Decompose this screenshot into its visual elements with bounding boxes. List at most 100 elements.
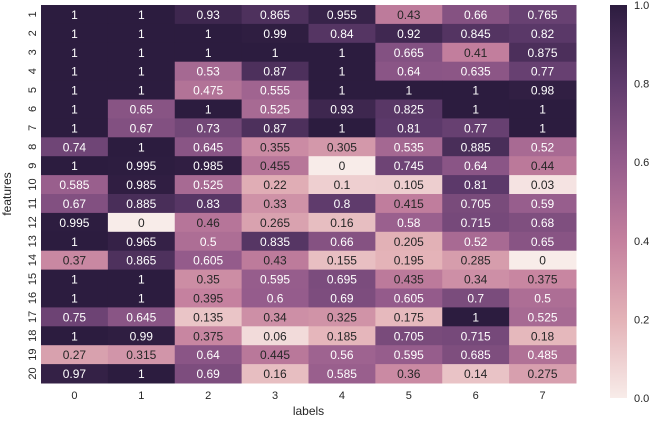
cell-value-label: 0.305 xyxy=(327,140,357,154)
y-tick-label: 20 xyxy=(27,367,39,379)
cell-value-label: 0.36 xyxy=(397,367,421,381)
cell-value-label: 0.355 xyxy=(260,140,290,154)
heatmap-cell xyxy=(41,364,109,384)
heatmap-cell xyxy=(375,175,443,195)
heatmap-cell xyxy=(41,175,109,195)
heatmap-cell xyxy=(375,194,443,214)
cell-value-label: 0.73 xyxy=(197,121,221,135)
heatmap-cell xyxy=(442,5,510,25)
heatmap-cell xyxy=(509,23,577,44)
heatmap-cell xyxy=(107,80,176,100)
heatmap-cell xyxy=(308,80,376,100)
heatmap-cell xyxy=(174,42,243,63)
cell-value-label: 0.885 xyxy=(126,197,156,211)
heatmap-cell xyxy=(107,5,176,25)
heatmap-cell xyxy=(241,364,309,384)
cell-value-label: 0.99 xyxy=(130,329,154,343)
heatmap-cell xyxy=(41,345,109,365)
cell-value-label: 0.22 xyxy=(263,178,287,192)
y-tick-label: 14 xyxy=(27,254,39,266)
heatmap-cell xyxy=(241,175,309,195)
cell-value-label: 0.525 xyxy=(260,102,290,116)
heatmap-cell xyxy=(509,269,577,289)
cell-value-label: 0.375 xyxy=(193,329,223,343)
cell-value-label: 0.685 xyxy=(461,348,491,362)
heatmap-cell xyxy=(174,61,243,82)
cell-value-label: 0.43 xyxy=(263,254,287,268)
cell-value-label: 0.66 xyxy=(330,235,354,249)
cell-value-label: 0.195 xyxy=(394,254,424,268)
cell-value-label: 0.705 xyxy=(461,197,491,211)
y-tick-label: 16 xyxy=(27,292,39,304)
heatmap-cell xyxy=(509,99,577,119)
colorbar-tick-label: 1.0 xyxy=(634,0,649,12)
heatmap-cell xyxy=(241,23,309,44)
heatmap-cell xyxy=(442,364,510,384)
cell-value-label: 1 xyxy=(205,27,212,41)
heatmap-cell xyxy=(41,194,109,214)
heatmap-cell xyxy=(41,118,109,138)
cell-value-label: 1 xyxy=(339,84,346,98)
cell-value-label: 1 xyxy=(138,46,145,60)
cell-value-label: 0.6 xyxy=(267,291,284,305)
cell-value-label: 0.825 xyxy=(394,102,424,116)
cell-value-label: 0.595 xyxy=(260,273,290,287)
heatmap-cell xyxy=(41,23,109,44)
heatmap-cell xyxy=(241,118,309,138)
heatmap-cell xyxy=(107,288,176,308)
cell-value-label: 0.485 xyxy=(528,348,558,362)
cell-value-label: 0.645 xyxy=(126,310,156,324)
heatmap-cell xyxy=(174,307,243,327)
cell-value-label: 0.46 xyxy=(197,216,221,230)
cell-value-label: 0.52 xyxy=(531,140,555,154)
heatmap-cell xyxy=(41,212,109,233)
y-tick-label: 8 xyxy=(27,144,39,150)
y-tick-label: 11 xyxy=(27,198,39,209)
heatmap-cell xyxy=(107,175,176,195)
cell-value-label: 0.77 xyxy=(464,121,488,135)
cell-value-label: 0.43 xyxy=(397,8,421,22)
heatmap-cell xyxy=(41,99,109,119)
cell-value-label: 0.155 xyxy=(327,254,357,268)
heatmap-cell xyxy=(375,23,443,44)
heatmap-cell xyxy=(41,42,109,63)
y-tick-label: 18 xyxy=(27,330,39,342)
cell-value-label: 0.81 xyxy=(397,121,421,135)
heatmap-cell xyxy=(442,80,510,100)
heatmap-cell xyxy=(107,364,176,384)
heatmap-cell xyxy=(107,269,176,289)
heatmap-cell xyxy=(241,307,309,327)
heatmap-cell xyxy=(107,118,176,138)
y-tick-label: 2 xyxy=(27,30,39,36)
cell-value-label: 0.77 xyxy=(531,65,555,79)
cell-value-label: 0.64 xyxy=(464,159,488,173)
cell-value-label: 1 xyxy=(71,159,78,173)
heatmap-cell xyxy=(174,269,243,289)
heatmap-cell xyxy=(174,156,243,176)
colorbar-tick-label: 0.6 xyxy=(634,157,649,169)
cell-value-label: 0.83 xyxy=(197,197,221,211)
cell-value-label: 0 xyxy=(138,216,145,230)
cell-value-label: 0.535 xyxy=(394,140,424,154)
heatmap-cell xyxy=(442,42,510,63)
cell-value-label: 0.605 xyxy=(394,291,424,305)
cell-value-label: 1 xyxy=(205,102,212,116)
heatmap-cell xyxy=(509,156,577,176)
x-tick-labels: 0 1 2 3 4 5 6 7 xyxy=(71,390,545,402)
cell-value-label: 1 xyxy=(539,121,546,135)
cell-value-label: 1 xyxy=(138,8,145,22)
cell-value-label: 1 xyxy=(472,102,479,116)
cell-value-label: 1 xyxy=(339,46,346,60)
cell-value-label: 0.65 xyxy=(130,102,154,116)
cell-value-label: 0.175 xyxy=(394,310,424,324)
heatmap-cell xyxy=(241,212,309,233)
heatmap-cell xyxy=(442,345,510,365)
heatmap-cell xyxy=(509,194,577,214)
y-tick-label: 6 xyxy=(27,106,39,112)
cell-value-label: 0.35 xyxy=(197,273,221,287)
cell-value-label: 0.27 xyxy=(63,348,87,362)
cell-value-label: 1 xyxy=(138,27,145,41)
y-tick-label: 5 xyxy=(27,87,39,93)
cell-value-label: 0.705 xyxy=(394,329,424,343)
